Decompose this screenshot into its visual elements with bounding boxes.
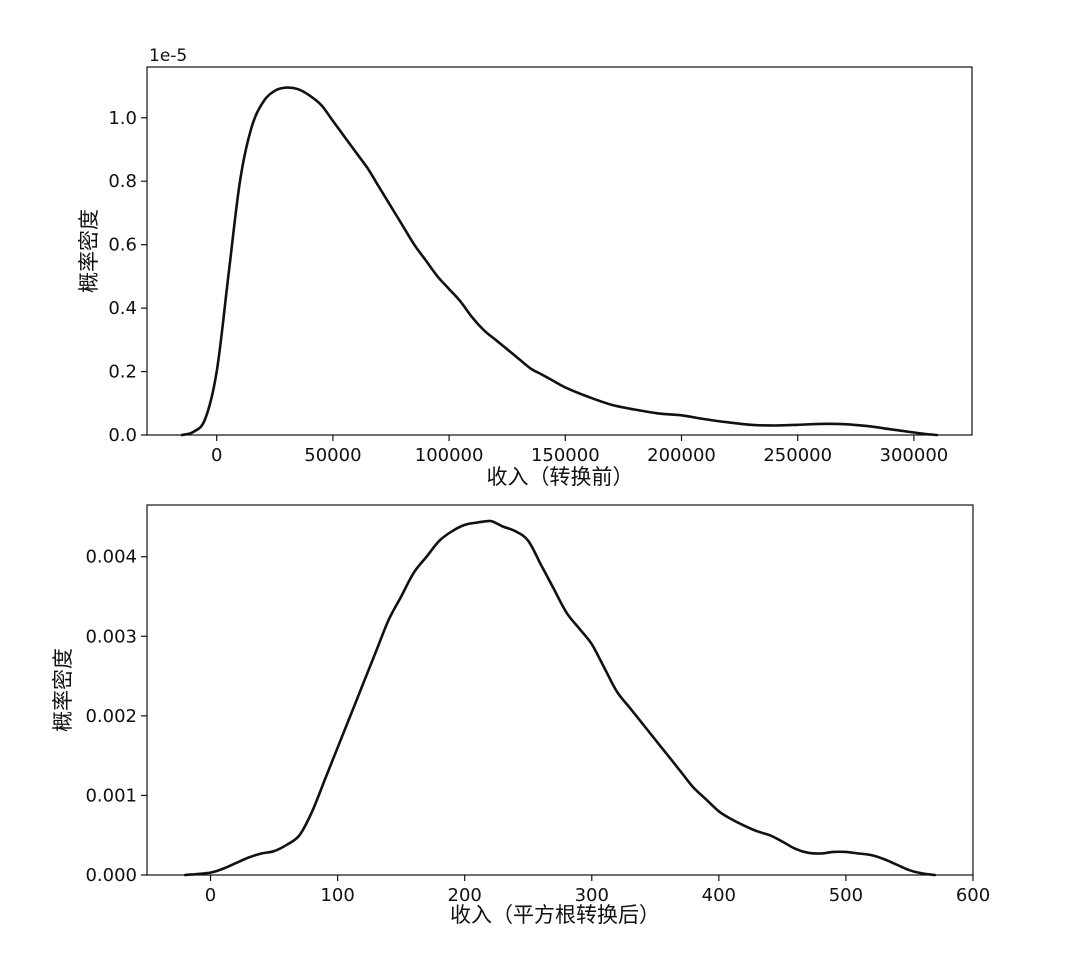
y-tick-label: 0.000	[85, 865, 137, 886]
y-ticks: 0.000 0.001 0.002 0.003 0.004	[85, 547, 147, 886]
x-tick-label: 200	[448, 885, 482, 906]
y-tick-label: 1.0	[108, 108, 137, 129]
x-tick-label: 400	[702, 885, 736, 906]
x-tick-label: 150000	[531, 445, 600, 466]
x-tick-label: 100	[320, 885, 354, 906]
x-tick-label: 100000	[415, 445, 484, 466]
chart-before-transform: 0 50000 100000 150000 200000 250000 300000 0.0…	[77, 46, 973, 489]
y-axis-label: 概率密度	[51, 648, 75, 732]
x-tick-label: 0	[211, 445, 222, 466]
x-tick-label: 600	[956, 885, 990, 906]
x-tick-label: 250000	[763, 445, 832, 466]
plot-frame	[146, 504, 974, 876]
x-axis-label: 收入（转换前）	[487, 465, 634, 489]
chart-after-sqrt-transform: 0 100 200 300 400 500 600 0.000 0.001 0.002 0.003…	[51, 504, 990, 927]
y-offset-label: 1e-5	[149, 46, 187, 66]
x-ticks: 0 100 200 300 400 500 600	[205, 875, 990, 906]
x-tick-label: 0	[205, 885, 216, 906]
y-tick-label: 0.001	[85, 785, 137, 806]
x-tick-label: 300000	[880, 445, 949, 466]
density-curve	[180, 86, 939, 437]
x-axis-label: 收入（平方根转换后）	[450, 903, 660, 927]
y-tick-label: 0.002	[85, 706, 137, 727]
y-tick-label: 0.8	[108, 171, 137, 192]
y-tick-label: 0.2	[108, 362, 137, 383]
plot-frame	[146, 66, 973, 436]
density-curve	[183, 519, 937, 877]
x-ticks: 0 50000 100000 150000 200000 250000 300000	[211, 435, 948, 466]
y-tick-label: 0.004	[85, 547, 137, 568]
x-tick-label: 200000	[647, 445, 716, 466]
x-tick-label: 50000	[304, 445, 361, 466]
y-tick-label: 0.003	[85, 626, 137, 647]
y-axis-label: 概率密度	[77, 209, 101, 293]
y-tick-label: 0.0	[108, 425, 137, 446]
y-tick-label: 0.6	[108, 235, 137, 256]
y-tick-label: 0.4	[108, 298, 137, 319]
y-ticks: 0.0 0.2 0.4 0.6 0.8 1.0	[108, 108, 147, 446]
x-tick-label: 500	[829, 885, 863, 906]
x-tick-label: 300	[575, 885, 609, 906]
